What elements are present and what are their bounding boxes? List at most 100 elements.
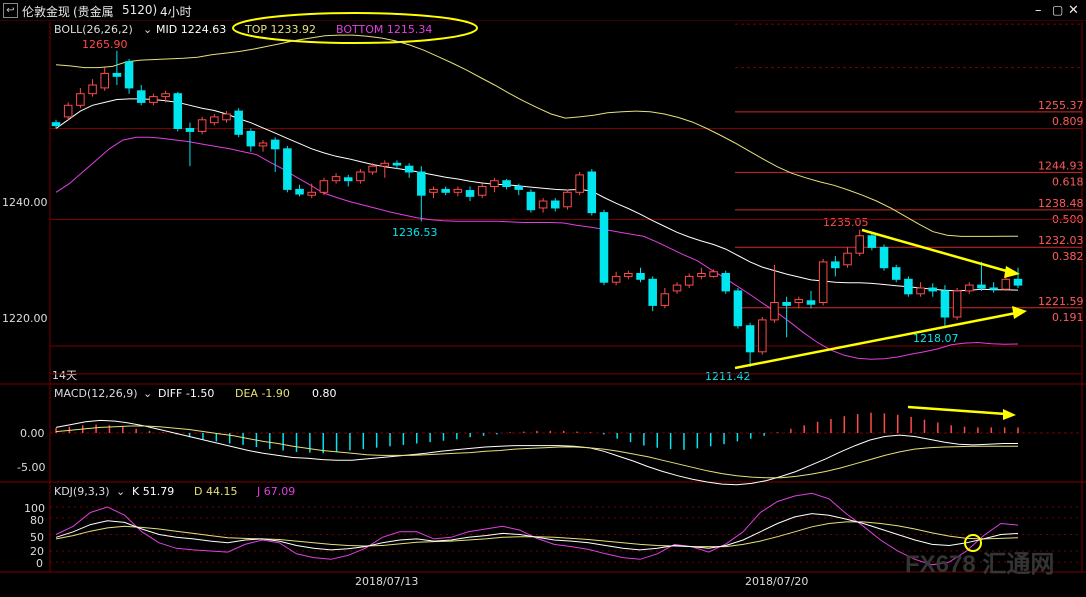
kdj-tick-80: 80	[30, 514, 44, 527]
kdj-k-line	[55, 513, 1019, 551]
candle-body	[343, 177, 353, 182]
candle-body	[770, 302, 779, 321]
fibonacci-levels: 1255.370.8091244.930.6181238.480.5001232…	[50, 23, 1084, 563]
candle-body	[550, 200, 560, 209]
candle-body	[745, 325, 755, 353]
macd-name: MACD(12,26,9)	[54, 387, 138, 400]
candle-body	[88, 84, 97, 95]
kdj-panel	[55, 492, 1019, 566]
close-icon[interactable]: ✕	[1068, 3, 1079, 18]
kdj-tick-0: 0	[36, 557, 43, 570]
fib-price-label: 1238.48	[1038, 197, 1084, 210]
kdj-tick-50: 50	[30, 531, 44, 544]
candle-body	[928, 287, 938, 292]
macd-value-label: 0.80	[312, 387, 337, 400]
candle-body	[660, 293, 670, 306]
candle-body	[697, 273, 706, 277]
kdj-j-line	[55, 492, 1019, 566]
fib-ratio-label: 0.809	[1052, 115, 1084, 128]
candle-body	[51, 122, 61, 127]
minimize-icon[interactable]: –	[1035, 3, 1042, 18]
bars-count-label: 14天	[52, 369, 77, 382]
candle-body	[794, 299, 804, 304]
candle-body	[465, 190, 475, 197]
candle-body	[100, 72, 109, 89]
candle-body	[855, 235, 864, 254]
annot-peak: 1235.05	[823, 216, 869, 229]
kdj-chevron-icon[interactable]: ⌄	[116, 485, 125, 498]
restore-icon[interactable]: ▢	[1052, 3, 1064, 17]
boll-chevron-icon[interactable]: ⌄	[143, 23, 152, 36]
candle-body	[636, 273, 645, 280]
boll-top-line	[55, 34, 1018, 237]
macd-chevron-icon[interactable]: ⌄	[143, 387, 152, 400]
instrument-category: (贵金属	[73, 5, 114, 19]
candle-body	[477, 186, 487, 196]
candle-body	[758, 319, 767, 353]
candle-body	[818, 261, 828, 303]
candle-body	[721, 273, 731, 292]
candle-body	[879, 246, 889, 269]
macd-dea-label: DEA -1.90	[235, 387, 290, 400]
candle-body	[709, 271, 718, 277]
candle-body	[563, 191, 572, 208]
candle-body	[733, 290, 743, 327]
candle-body	[295, 188, 304, 195]
fib-price-label: 1221.59	[1038, 295, 1084, 308]
candle-body	[648, 278, 657, 306]
boll-top-label: TOP 1233.92	[244, 23, 316, 36]
back-icon[interactable]: ↩	[3, 3, 18, 18]
candle-body	[831, 261, 840, 269]
candle-body	[441, 188, 450, 193]
candle-body	[173, 93, 183, 129]
trend-arrows	[734, 228, 1027, 552]
candle-body	[246, 130, 256, 147]
boll-name: BOLL(26,26,2)	[54, 23, 133, 36]
candle-body	[904, 278, 913, 295]
date-label-2: 2018/07/20	[745, 575, 808, 588]
candle-body	[124, 61, 134, 89]
fib-price-label: 1232.03	[1038, 234, 1084, 247]
candle-body	[1001, 278, 1011, 290]
candle-body	[1013, 278, 1023, 286]
kdj-k-label: K 51.79	[132, 485, 174, 498]
candle-body	[258, 142, 268, 147]
fib-ratio-label: 0.382	[1052, 250, 1084, 263]
macd-dea-line	[55, 425, 1018, 479]
period-selector[interactable]: 4小时	[160, 5, 192, 19]
candle-body	[611, 275, 621, 283]
macd-diff-line	[55, 419, 1018, 486]
arrow-head-lower	[1012, 306, 1027, 319]
instrument-code: 5120)	[122, 3, 158, 17]
arrow-head-upper	[1004, 266, 1020, 278]
candle-body	[575, 174, 584, 193]
annot-high: 1265.90	[82, 38, 128, 51]
arrow-head-macd	[1003, 409, 1016, 420]
candle-body	[136, 90, 146, 103]
macd-panel	[55, 412, 1019, 486]
candle-body	[185, 128, 195, 132]
boll-mid-line	[55, 98, 1019, 292]
candle-body	[161, 93, 170, 98]
candle-body	[599, 212, 609, 283]
candle-body	[380, 162, 390, 167]
candle-body	[989, 287, 998, 290]
candle-body	[672, 284, 682, 292]
candle-body	[782, 302, 791, 306]
candle-body	[307, 191, 316, 196]
candle-body	[891, 267, 901, 280]
candle-body	[965, 284, 974, 292]
fib-ratio-label: 0.191	[1052, 311, 1084, 324]
kdj-name: KDJ(9,3,3)	[54, 485, 110, 498]
candle-body	[587, 171, 597, 214]
candle-body	[270, 139, 280, 150]
kdj-tick-20: 20	[30, 545, 44, 558]
candle-body	[429, 188, 438, 193]
kdj-j-label: J 67.09	[256, 485, 295, 498]
candle-body	[490, 180, 499, 187]
candle-body	[916, 287, 925, 295]
annot-low: 1211.42	[705, 370, 751, 383]
highlight-ellipse	[232, 12, 478, 44]
candle-body	[63, 104, 73, 118]
